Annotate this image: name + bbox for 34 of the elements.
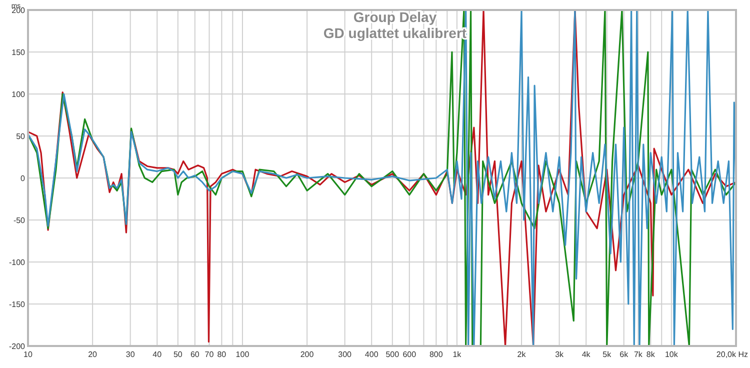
x-tick-label: 800	[429, 350, 444, 359]
y-tick-label: 100	[12, 90, 26, 99]
x-tick-label: 60	[190, 350, 200, 359]
x-tick-label: 5k	[602, 350, 612, 359]
x-tick-label: 70	[204, 350, 214, 359]
x-tick-label: 6k	[620, 350, 630, 359]
x-tick-label: 300	[338, 350, 352, 359]
x-tick-label: 20,0k Hz	[716, 350, 748, 359]
x-tick-label: 500	[386, 350, 400, 359]
y-tick-label: -100	[8, 258, 26, 267]
x-tick-label: 100	[236, 350, 250, 359]
x-tick-label: 10k	[664, 350, 679, 359]
x-tick-label: 40	[152, 350, 162, 359]
x-tick-label: 80	[217, 350, 227, 359]
x-tick-label: 2k	[517, 350, 527, 359]
y-tick-label: -50	[13, 216, 26, 225]
x-tick-label: 1k	[452, 350, 462, 359]
y-tick-label: -200	[8, 342, 26, 351]
x-tick-label: 10	[24, 350, 33, 359]
x-tick-label: 600	[402, 350, 417, 359]
x-tick-label: 4k	[582, 350, 592, 359]
x-tick-label: 20	[88, 350, 98, 359]
x-tick-label: 400	[364, 350, 379, 359]
x-tick-label: 50	[173, 350, 183, 359]
x-tick-label: 30	[126, 350, 136, 359]
x-tick-label: 8k	[646, 350, 656, 359]
y-tick-label: -150	[8, 300, 26, 309]
x-tick-label: 200	[300, 350, 314, 359]
y-tick-label: 0	[20, 174, 26, 183]
x-tick-label: 7k	[634, 350, 644, 359]
x-tick-label: 3k	[555, 350, 565, 359]
y-tick-label: 150	[12, 48, 26, 57]
chart-title: Group Delay	[353, 9, 437, 25]
y-tick-label: 50	[16, 132, 26, 141]
